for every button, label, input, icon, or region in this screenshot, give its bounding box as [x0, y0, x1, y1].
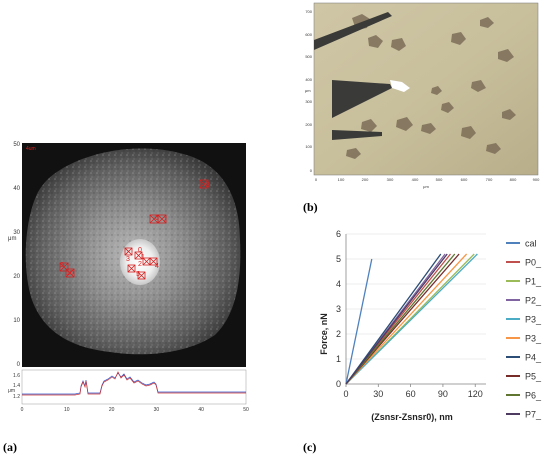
- series-line-p3: [345, 253, 468, 385]
- profile-x-tick: 10: [64, 407, 70, 413]
- optical-x-tick: 300: [387, 177, 394, 182]
- marker-label: 4: [155, 263, 159, 270]
- optical-y-tick: 200: [305, 122, 312, 127]
- profile-x-tick: 30: [154, 407, 160, 413]
- panel-a: 8 6 7 0 1 2 3 4 5 9 10 4um 50 40 30 20 1…: [0, 130, 260, 410]
- measurement-markers: [59, 179, 209, 280]
- legend-label: P2_: [525, 296, 542, 306]
- y-tick-label: 4: [336, 279, 341, 289]
- series-line-p6: [345, 253, 456, 385]
- x-tick-label: 30: [373, 389, 383, 399]
- marker-label: 7: [163, 217, 167, 224]
- profile-x-tick: 0: [21, 407, 24, 413]
- afm-y-label: μm: [8, 236, 16, 242]
- cell-patches: [346, 14, 516, 159]
- optical-y-tick: 100: [305, 144, 312, 149]
- x-tick-label: 120: [468, 389, 483, 399]
- afm-image-panel: 8 6 7 0 1 2 3 4 5 9 10 4um 50 40 30 20 1…: [8, 142, 247, 405]
- legend-label: P3_: [525, 334, 542, 344]
- profile-y-axis: 1.6 1.4 1.2: [13, 373, 20, 400]
- optical-x-tick: 400: [412, 177, 419, 182]
- marker-label: 0: [138, 247, 142, 254]
- optical-x-tick: 0: [315, 177, 318, 182]
- profile-plot-frame: [21, 369, 247, 405]
- optical-x-axis: 0 100 200 300 400 500 600 700 800 900 μm: [315, 177, 540, 189]
- image-tag: 4um: [26, 146, 36, 152]
- y-tick-label: 5: [336, 254, 341, 264]
- afm-y-axis: 50 40 30 20 10 0: [13, 142, 20, 368]
- optical-x-tick: 700: [486, 177, 493, 182]
- profile-y-tick: 1.6: [13, 373, 20, 379]
- profile-x-label: μm: [130, 405, 137, 406]
- x-tick-label: 60: [406, 389, 416, 399]
- legend-label: P1_: [525, 277, 542, 287]
- afm-y-tick: 0: [17, 362, 21, 368]
- optical-x-label: μm: [423, 184, 429, 189]
- optical-y-axis: 700 600 500 400 300 200 100 0: [305, 9, 312, 173]
- panel-c: 0 1 2 3 4 5 6 0 30 60 90 120 cal P0_ P1_ P2_ P3_ P3_ P4_ P…: [300, 222, 550, 437]
- y-tick-label: 6: [336, 229, 341, 239]
- profile-y-label: μm: [8, 388, 15, 394]
- optical-y-tick: 700: [305, 9, 312, 14]
- marker-label: 2: [138, 261, 142, 268]
- optical-x-tick: 200: [362, 177, 369, 182]
- legend-label: P3_: [525, 315, 542, 325]
- afm-y-tick: 50: [13, 142, 20, 148]
- optical-x-tick: 900: [533, 177, 540, 182]
- chart-y-label: Force, nN: [319, 313, 329, 355]
- legend-label: P5_: [525, 372, 542, 382]
- profile-x-tick: 40: [198, 407, 204, 413]
- legend-label: P6_: [525, 391, 542, 401]
- series-line-p4: [345, 253, 442, 385]
- optical-y-label: μm: [305, 88, 311, 93]
- profile-trace-red: [22, 371, 246, 396]
- legend-label: cal: [525, 239, 537, 249]
- panel-b: 700 600 500 400 300 200 100 0 μm 0 100 2…: [302, 0, 542, 195]
- optical-y-tick: 600: [305, 32, 312, 37]
- profile-x-tick: 20: [109, 407, 115, 413]
- marker-label: 9: [60, 262, 64, 269]
- marker-label: 6: [155, 215, 159, 222]
- caption-a: (a): [3, 440, 17, 454]
- afm-y-tick: 20: [13, 274, 20, 280]
- optical-y-tick: 500: [305, 54, 312, 59]
- marker-label: 10: [66, 270, 74, 277]
- caption-b: (b): [303, 200, 318, 214]
- profile-y-tick: 1.2: [13, 394, 20, 400]
- marker-label: 1: [141, 254, 145, 261]
- cantilever-tip-highlight: [390, 80, 410, 92]
- y-tick-label: 0: [336, 379, 341, 389]
- caption-c: (c): [303, 440, 317, 454]
- y-tick-label: 1: [336, 354, 341, 364]
- marker-label: 3: [126, 256, 130, 263]
- series-line-p7: [345, 253, 448, 385]
- marker-label: 5: [136, 271, 140, 278]
- optical-y-tick: 300: [305, 99, 312, 104]
- profile-x-axis: 0 10 20 30 40 50 μm: [0, 400, 260, 425]
- x-tick-label: 90: [438, 389, 448, 399]
- series-line-p3: [345, 253, 478, 385]
- afm-cantilevers: [314, 12, 392, 140]
- afm-y-tick: 40: [13, 186, 20, 192]
- marker-label: 8: [206, 182, 210, 189]
- series-line-cal: [345, 258, 373, 385]
- afm-y-tick: 30: [13, 230, 20, 236]
- legend-label: P7_: [525, 410, 542, 420]
- x-tick-label: 0: [343, 389, 348, 399]
- profile-x-tick: 50: [243, 407, 249, 413]
- optical-x-tick: 500: [436, 177, 443, 182]
- optical-x-tick: 600: [461, 177, 468, 182]
- optical-x-tick: 800: [510, 177, 517, 182]
- optical-x-tick: 100: [338, 177, 345, 182]
- optical-y-tick: 0: [310, 168, 313, 173]
- chart-x-label: (Zsnsr-Zsnsr0), nm: [371, 412, 453, 422]
- legend-label: P4_: [525, 353, 542, 363]
- legend-label: P0_: [525, 258, 542, 268]
- afm-y-tick: 10: [13, 318, 20, 324]
- optical-y-tick: 400: [305, 77, 312, 82]
- y-tick-label: 3: [336, 304, 341, 314]
- y-tick-label: 2: [336, 329, 341, 339]
- profile-y-tick: 1.4: [13, 383, 20, 389]
